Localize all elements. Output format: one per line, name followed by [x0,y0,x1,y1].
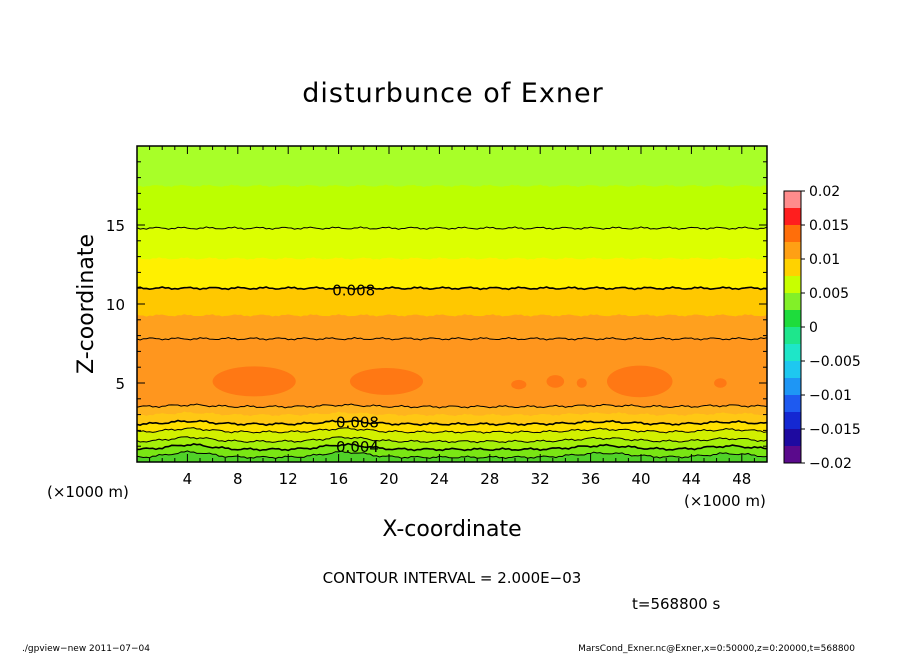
colorbar-level [784,412,801,429]
colorbar-tick-label: 0 [809,320,818,336]
contour-lines-layer [137,226,767,459]
footer-left: ./gpview−new 2011−07−04 [22,644,150,654]
contour-line [137,286,767,291]
contour-label: 0.008 [332,281,375,299]
chart-title: disturbunce of Exner [302,78,603,109]
colorbar-level [784,446,801,463]
colorbar-level [784,310,801,327]
colorbar-level [784,361,801,378]
contour-line [137,226,767,230]
shaded-band [137,226,767,260]
colorbar-tick-label: −0.01 [809,388,852,404]
contour-label: 0.008 [336,413,379,431]
y-axis-ticks: 5 10 15 [106,161,767,447]
colorbar-level [784,225,801,242]
colorbar-level [784,242,801,259]
contour-line [137,419,767,427]
colorbar-tick-label: 0.005 [809,286,849,302]
shaded-band [137,313,767,341]
shaded-band [137,146,767,188]
x-tick-label: 24 [430,470,449,488]
time-label: t=568800 s [632,595,720,613]
colorbar [783,190,802,464]
contour-interval-note: CONTOUR INTERVAL = 2.000E−03 [323,569,582,587]
colorbar-level [784,208,801,225]
colorbar-level [784,259,801,276]
contour-label: 0.004 [336,438,379,456]
x-axis-ticks: 4 8 12 16 20 24 28 32 36 40 44 48 [149,146,755,488]
colorbar-level [784,191,801,208]
contour-line [137,427,767,434]
contour-line [137,336,767,341]
x-tick-label: 40 [631,470,650,488]
x-unit-left: (×1000 m) [47,483,129,501]
colorbar-level [784,429,801,446]
y-tick-label: 10 [106,296,125,314]
shaded-band [137,256,767,290]
colorbar-level [784,293,801,310]
x-tick-label: 16 [329,470,348,488]
colorbar-tick-label: −0.02 [809,456,852,472]
contour-line [137,403,767,409]
x-unit-right: (×1000 m) [684,492,766,510]
colorbar-ticks: 0.02 0.015 0.01 0.005 0 −0.005 −0.01 −0.015 −0.0… [801,184,861,472]
max-patch [546,375,565,388]
shaded-band [137,286,767,317]
plot-fill-layer [137,146,767,462]
y-tick-label: 15 [106,217,125,235]
contour-line [137,436,767,444]
max-patch [714,378,727,388]
colorbar-tick-label: −0.015 [809,422,861,438]
x-tick-label: 8 [233,470,243,488]
x-tick-label: 28 [480,470,499,488]
colorbar-tick-label: 0.015 [809,218,849,234]
y-axis-label: Z-coordinate [74,234,99,374]
colorbar-level [784,344,801,361]
colorbar-tick-label: 0.02 [809,184,840,200]
x-axis-label: X-coordinate [382,517,521,542]
contour-labels-layer: 0.008 0.008 0.004 [332,281,379,456]
shaded-band [137,183,767,230]
x-tick-label: 12 [279,470,298,488]
colorbar-level [784,276,801,293]
x-tick-label: 48 [732,470,751,488]
x-tick-label: 4 [183,470,193,488]
colorbar-level [784,395,801,412]
max-patch [606,365,673,398]
max-patch [511,379,527,390]
max-patch [576,378,587,388]
contour-line [137,450,767,459]
x-tick-label: 32 [531,470,550,488]
colorbar-level [784,327,801,344]
contour-line [137,442,767,452]
y-tick-label: 5 [115,375,125,393]
x-tick-label: 44 [682,470,701,488]
max-patch [349,367,424,395]
x-tick-label: 36 [581,470,600,488]
footer-right: MarsCond_Exner.nc@Exner,x=0:50000,z=0:20… [578,644,855,654]
x-tick-label: 20 [379,470,398,488]
colorbar-level [784,378,801,395]
colorbar-tick-label: 0.01 [809,252,840,268]
colorbar-tick-label: −0.005 [809,354,861,370]
max-patch [212,366,296,397]
